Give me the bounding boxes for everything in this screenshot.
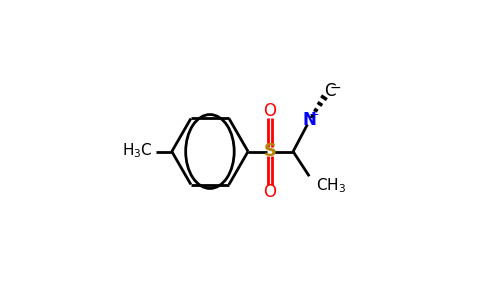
Text: CH$_3$: CH$_3$	[316, 176, 347, 195]
Text: −: −	[330, 81, 341, 95]
Text: N: N	[302, 111, 316, 129]
Text: O: O	[263, 102, 276, 120]
Text: H$_3$C: H$_3$C	[121, 142, 152, 160]
Text: +: +	[309, 108, 319, 121]
Text: C: C	[324, 82, 335, 100]
Text: O: O	[263, 183, 276, 201]
Text: S: S	[263, 142, 276, 160]
